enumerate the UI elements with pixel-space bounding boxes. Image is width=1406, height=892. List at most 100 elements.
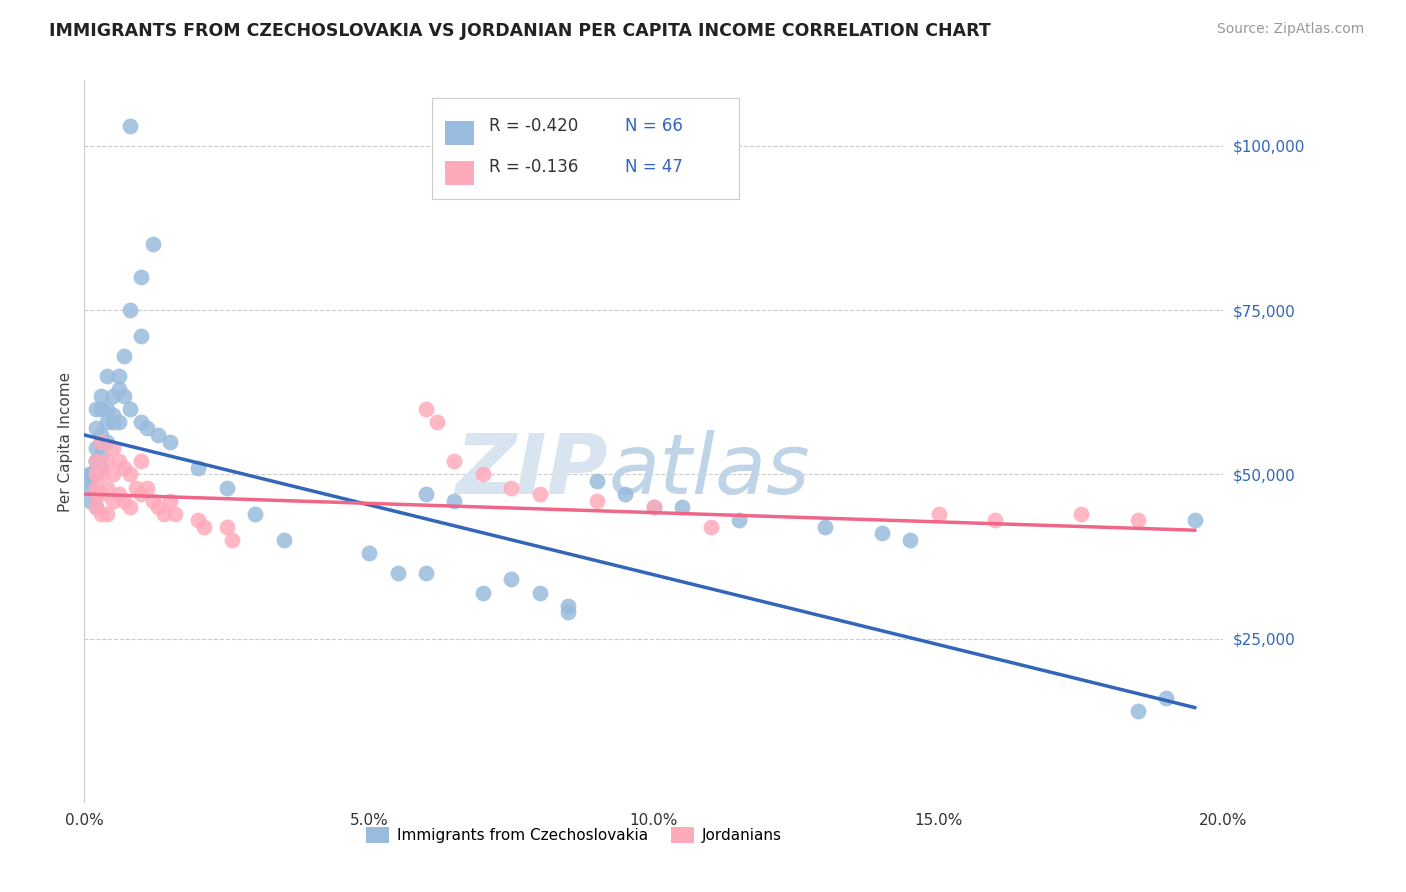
Point [118, 500, 141, 515]
Point [96, 434, 118, 449]
Point [84, 454, 107, 468]
Legend: Immigrants from Czechoslovakia, Jordanians: Immigrants from Czechoslovakia, Jordania… [360, 822, 787, 849]
Point [96, 481, 118, 495]
Point [586, 474, 609, 488]
Point [90, 434, 112, 449]
Point [118, 120, 141, 134]
Point [79, 481, 101, 495]
Point [443, 493, 465, 508]
Point [984, 513, 1007, 527]
Point [415, 401, 437, 416]
Point [79, 467, 101, 482]
Point [870, 526, 893, 541]
Point [96, 507, 118, 521]
Point [131, 270, 153, 285]
Point [1156, 690, 1178, 705]
Point [148, 500, 170, 515]
Point [614, 487, 637, 501]
Text: R = -0.420: R = -0.420 [489, 117, 578, 135]
Point [90, 428, 112, 442]
Point [101, 415, 124, 429]
Point [142, 237, 165, 252]
Point [90, 448, 112, 462]
Point [221, 533, 243, 547]
Point [136, 481, 159, 495]
Point [90, 434, 112, 449]
Point [215, 481, 238, 495]
Point [187, 460, 209, 475]
Point [84, 467, 107, 482]
Point [101, 467, 124, 482]
Point [90, 460, 112, 475]
Point [131, 487, 153, 501]
FancyBboxPatch shape [432, 98, 740, 200]
Point [79, 493, 101, 508]
Point [159, 434, 181, 449]
Point [84, 454, 107, 468]
Text: Source: ZipAtlas.com: Source: ZipAtlas.com [1216, 22, 1364, 37]
Point [90, 507, 112, 521]
Point [136, 421, 159, 435]
Point [415, 566, 437, 580]
Point [557, 599, 579, 613]
Point [84, 467, 107, 482]
Point [90, 401, 112, 416]
Point [159, 493, 181, 508]
Point [1126, 513, 1149, 527]
Point [96, 401, 118, 416]
Point [187, 513, 209, 527]
Point [359, 546, 381, 560]
Point [728, 513, 751, 527]
Point [79, 474, 101, 488]
Point [273, 533, 295, 547]
Point [112, 493, 135, 508]
Point [84, 481, 107, 495]
Point [84, 421, 107, 435]
Point [415, 487, 437, 501]
Point [84, 454, 107, 468]
Point [84, 487, 107, 501]
Point [1070, 507, 1092, 521]
Point [148, 428, 170, 442]
Point [112, 349, 135, 363]
Text: IMMIGRANTS FROM CZECHOSLOVAKIA VS JORDANIAN PER CAPITA INCOME CORRELATION CHART: IMMIGRANTS FROM CZECHOSLOVAKIA VS JORDAN… [49, 22, 991, 40]
Point [118, 303, 141, 318]
Point [142, 493, 165, 508]
Point [443, 454, 465, 468]
Point [501, 481, 523, 495]
Point [124, 481, 146, 495]
Point [643, 500, 665, 515]
Point [84, 487, 107, 501]
Point [472, 585, 495, 599]
Text: ZIP: ZIP [456, 430, 609, 511]
Text: N = 66: N = 66 [626, 117, 683, 135]
Point [107, 368, 129, 383]
Point [84, 500, 107, 515]
Point [586, 493, 609, 508]
FancyBboxPatch shape [446, 121, 474, 145]
Point [107, 487, 129, 501]
Point [118, 467, 141, 482]
Point [928, 507, 950, 521]
Point [472, 467, 495, 482]
Point [131, 329, 153, 343]
FancyBboxPatch shape [446, 161, 474, 185]
Point [112, 460, 135, 475]
Point [101, 409, 124, 423]
Point [165, 507, 187, 521]
Point [700, 520, 723, 534]
Point [215, 520, 238, 534]
Point [84, 441, 107, 455]
Y-axis label: Per Capita Income: Per Capita Income [58, 371, 73, 512]
Point [107, 454, 129, 468]
Point [426, 415, 449, 429]
Text: N = 47: N = 47 [626, 158, 683, 176]
Point [84, 401, 107, 416]
Point [193, 520, 215, 534]
Point [107, 382, 129, 396]
Point [79, 467, 101, 482]
Point [107, 415, 129, 429]
Point [101, 388, 124, 402]
Point [153, 507, 176, 521]
Point [90, 487, 112, 501]
